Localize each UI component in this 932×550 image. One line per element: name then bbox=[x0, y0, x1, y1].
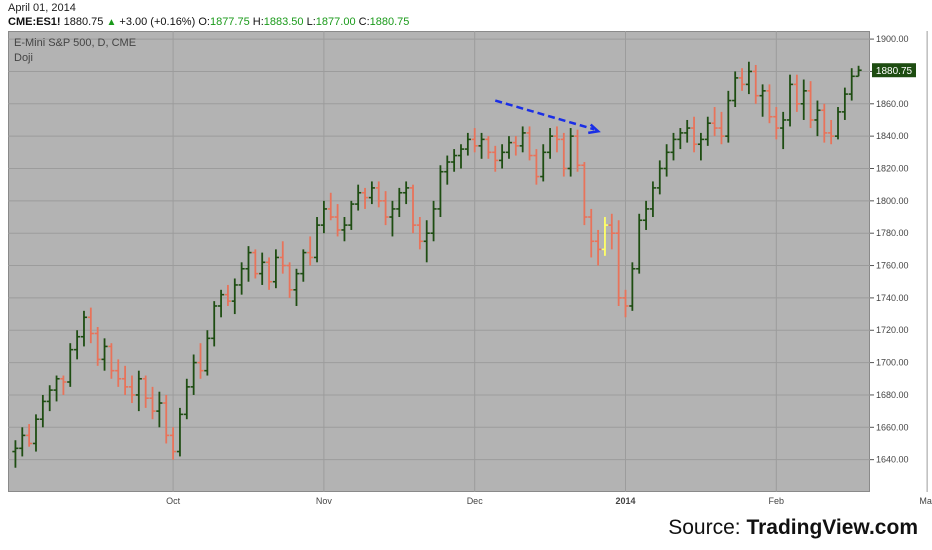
chart-title: E-Mini S&P 500, D, CME bbox=[14, 37, 137, 49]
open-label: O: bbox=[198, 16, 210, 28]
x-tick-label: Mar bbox=[919, 496, 932, 506]
y-tick-label: 1860.00 bbox=[876, 99, 909, 109]
quote-line: CME:ES1! 1880.75 ▲ +3.00 (+0.16%) O:1877… bbox=[8, 16, 409, 28]
x-tick-label: 2014 bbox=[615, 496, 635, 506]
low-value: 1877.00 bbox=[315, 16, 356, 28]
open-value: 1877.75 bbox=[209, 16, 250, 28]
last-price-badge bbox=[872, 63, 916, 78]
price-change: +3.00 (+0.16%) bbox=[119, 16, 196, 28]
high-value: 1883.50 bbox=[263, 16, 304, 28]
y-tick-label: 1900.00 bbox=[876, 34, 909, 44]
x-tick-label: Nov bbox=[316, 496, 333, 506]
y-tick-label: 1720.00 bbox=[876, 325, 909, 335]
low-label: L: bbox=[306, 16, 316, 28]
close-label: C: bbox=[358, 16, 370, 28]
y-tick-label: 1680.00 bbox=[876, 390, 909, 400]
y-tick-label: 1700.00 bbox=[876, 358, 909, 368]
y-tick-label: 1820.00 bbox=[876, 163, 909, 173]
symbol-label[interactable]: CME:ES1! bbox=[8, 16, 61, 28]
close-value: 1880.75 bbox=[369, 16, 410, 28]
last-price: 1880.75 bbox=[63, 16, 104, 28]
y-tick-label: 1780.00 bbox=[876, 228, 909, 238]
y-tick-label: 1800.00 bbox=[876, 196, 909, 206]
high-label: H: bbox=[252, 16, 264, 28]
y-tick-label: 1760.00 bbox=[876, 261, 909, 271]
x-tick-label: Oct bbox=[166, 496, 181, 506]
x-tick-label: Feb bbox=[769, 496, 785, 506]
source-credit: Source: TradingView.com bbox=[668, 516, 918, 540]
up-triangle-icon: ▲ bbox=[106, 17, 117, 28]
y-tick-label: 1740.00 bbox=[876, 293, 909, 303]
source-prefix: Source: bbox=[668, 516, 747, 539]
indicator-label[interactable]: Doji bbox=[14, 52, 33, 64]
last-price-badge-label: 1880.75 bbox=[876, 66, 913, 77]
y-tick-label: 1640.00 bbox=[876, 455, 909, 465]
chart-date: April 01, 2014 bbox=[8, 2, 76, 14]
y-tick-label: 1660.00 bbox=[876, 422, 909, 432]
y-tick-label: 1840.00 bbox=[876, 131, 909, 141]
doji-arrow bbox=[494, 99, 595, 131]
x-tick-label: Dec bbox=[467, 496, 484, 506]
doji-arrow-head bbox=[588, 123, 601, 135]
source-brand: TradingView.com bbox=[746, 516, 918, 539]
